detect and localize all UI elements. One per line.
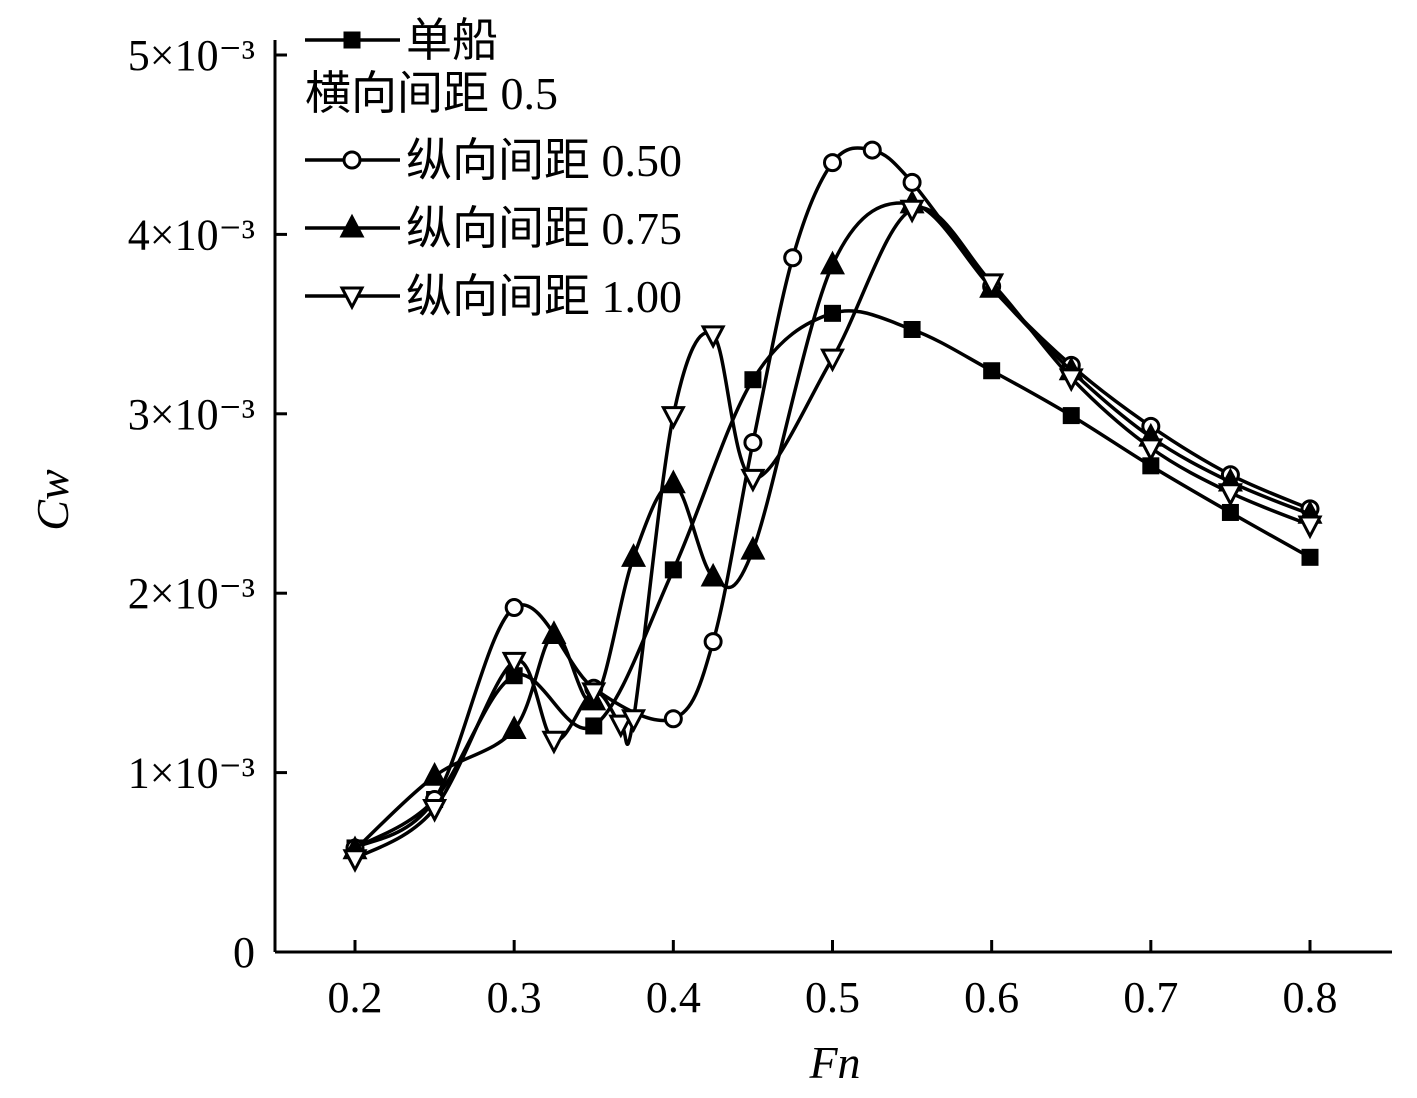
data-point (541, 620, 567, 644)
x-axis-label: Fn (808, 1037, 860, 1088)
data-point (342, 849, 368, 873)
data-point (422, 798, 448, 823)
data-point (979, 273, 1005, 298)
data-point (740, 535, 766, 560)
data-point (824, 304, 841, 322)
data-point (743, 433, 763, 453)
data-point (581, 682, 607, 707)
data-point (783, 248, 803, 268)
legend-marker (339, 213, 365, 238)
data-point (663, 709, 683, 729)
data-point (862, 140, 882, 160)
x-tick-label: 0.6 (964, 973, 1019, 1022)
data-point (700, 325, 726, 350)
series-3 (342, 199, 1323, 873)
data-point (504, 598, 524, 618)
legend-marker (343, 31, 361, 49)
data-point (744, 371, 762, 389)
data-point (983, 362, 1001, 380)
data-point (501, 651, 527, 676)
data-point (501, 715, 527, 740)
data-point (541, 730, 567, 755)
y-tick-label: 5×10⁻³ (128, 31, 255, 80)
data-point (740, 468, 766, 493)
data-point (621, 543, 647, 567)
x-tick-label: 0.4 (646, 973, 701, 1022)
data-point (422, 761, 448, 786)
data-point (1138, 438, 1164, 463)
series-group (342, 140, 1323, 873)
legend-label: 纵向间距 1.00 (406, 271, 682, 322)
series-line (353, 201, 1311, 852)
data-point (903, 320, 921, 338)
data-point (703, 632, 723, 652)
data-point (820, 250, 845, 275)
data-point (823, 153, 842, 173)
y-axis-label: Cw (27, 469, 78, 531)
x-tick-label: 0.8 (1283, 973, 1338, 1022)
y-tick-label: 2×10⁻³ (128, 569, 255, 618)
x-tick-label: 0.3 (487, 973, 542, 1022)
data-point (820, 348, 845, 373)
data-point (608, 714, 634, 739)
axes: 0.2 0.3 0.4 0.5 0.6 0.7 0.8 0 1×10⁻³ 2×10⁻³ 3×10⁻³… (128, 31, 1392, 1022)
legend-marker (342, 150, 362, 170)
data-point (585, 717, 603, 735)
data-point (1217, 483, 1243, 507)
y-tick-label: 1×10⁻³ (128, 749, 255, 798)
data-point (660, 406, 686, 430)
series-line (354, 309, 1311, 850)
data-point (1221, 503, 1239, 521)
legend-item: 纵向间距 1.00 (305, 271, 682, 322)
data-point (899, 199, 925, 224)
data-point (1301, 548, 1319, 566)
x-tick-label: 0.5 (805, 973, 860, 1022)
data-point (664, 561, 682, 579)
legend-item: 纵向间距 0.50 (305, 135, 682, 186)
y-tick-label: 3×10⁻³ (128, 390, 255, 439)
data-point (1062, 407, 1080, 425)
data-point (700, 562, 726, 587)
legend-label: 纵向间距 0.75 (406, 203, 682, 254)
legend-label: 纵向间距 0.50 (406, 135, 682, 186)
y-tick-label: 0 (233, 928, 255, 977)
x-tick-label: 0.7 (1123, 973, 1178, 1022)
legend-item: 纵向间距 0.75 (305, 203, 682, 254)
legend-item: 单船 (305, 15, 498, 66)
series-0 (346, 304, 1319, 857)
data-point (902, 172, 922, 192)
data-point (1297, 515, 1323, 540)
series-line (354, 146, 1311, 850)
x-tick-label: 0.2 (328, 973, 383, 1022)
y-tick-label: 4×10⁻³ (128, 210, 255, 259)
legend-marker (339, 286, 365, 311)
data-point (1058, 368, 1084, 393)
data-point (621, 709, 647, 734)
data-point (660, 469, 686, 494)
legend-label: 单船 (406, 15, 498, 66)
legend-header: 横向间距 0.5 (305, 68, 558, 119)
